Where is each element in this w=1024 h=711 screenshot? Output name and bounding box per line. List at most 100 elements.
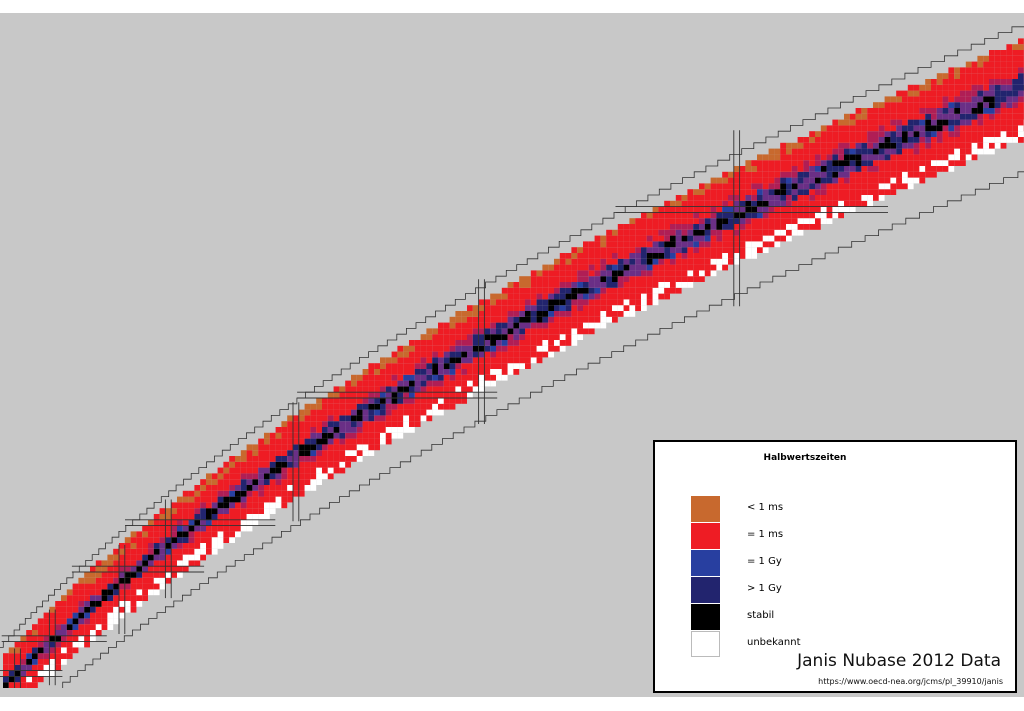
nuclide-cell [525, 334, 531, 340]
nuclide-cell [902, 148, 908, 155]
nuclide-cell [606, 299, 612, 306]
nuclide-cell [722, 183, 728, 190]
nuclide-cell [148, 572, 154, 578]
nuclide-cell [235, 525, 241, 532]
nuclide-cell [716, 212, 723, 219]
nuclide-cell [861, 195, 868, 201]
nuclide-cell [333, 403, 340, 410]
nuclide-cell [148, 583, 154, 590]
nuclide-cell [397, 369, 404, 375]
nuclide-cell [751, 166, 757, 172]
nuclide-cell [681, 258, 688, 265]
nuclide-cell [838, 206, 844, 213]
nuclide-cell [762, 171, 769, 178]
nuclide-cell [664, 264, 670, 271]
nuclide-cell [699, 218, 705, 224]
nuclide-cell [722, 258, 728, 265]
nuclide-cell [14, 664, 21, 671]
nuclide-cell [820, 195, 827, 201]
nuclide-cell [374, 380, 380, 387]
nuclide-cell [704, 218, 711, 224]
nuclide-cell [269, 508, 276, 514]
nuclide-cell [890, 166, 897, 172]
nuclide-cell [565, 287, 572, 294]
nuclide-cell [1006, 131, 1013, 137]
nuclide-cell [670, 200, 676, 207]
nuclide-cell [849, 183, 856, 190]
nuclide-cell [380, 369, 386, 375]
nuclide-cell [791, 171, 798, 178]
nuclide-cell [994, 90, 1001, 97]
nuclide-cell [925, 102, 931, 108]
nuclide-cell [919, 125, 926, 132]
nuclide-cell [333, 392, 340, 398]
nuclide-cell [954, 148, 960, 155]
nuclide-cell [55, 647, 61, 654]
nuclide-cell [327, 467, 334, 474]
nuclide-cell [182, 560, 189, 567]
nuclide-cell [1006, 90, 1013, 97]
nuclide-cell [559, 270, 566, 277]
nuclide-cell [501, 287, 508, 294]
nuclide-cell [240, 485, 247, 491]
nuclide-cell [264, 485, 270, 491]
nuclide-cell [960, 79, 966, 85]
nuclide-cell [467, 305, 473, 311]
nuclide-cell [641, 235, 647, 242]
nuclide-cell [554, 287, 560, 294]
nuclide-cell [478, 357, 485, 364]
nuclide-cell [699, 200, 705, 207]
nuclide-cell [815, 224, 821, 230]
nuclide-cell [994, 61, 1001, 68]
nuclide-cell [130, 572, 137, 578]
nuclide-cell [588, 270, 595, 277]
nuclide-cell [119, 577, 125, 584]
nuclide-cell [832, 131, 839, 137]
nuclide-cell [681, 253, 688, 259]
nuclide-cell [148, 577, 154, 584]
nuclide-cell [310, 461, 317, 468]
nuclide-cell [1018, 38, 1024, 45]
nuclide-cell [542, 316, 549, 323]
nuclide-cell [258, 485, 264, 491]
nuclide-cell [426, 340, 433, 346]
nuclide-cell [873, 177, 879, 184]
nuclide-cell [762, 195, 769, 201]
nuclide-cell [670, 253, 676, 259]
nuclide-cell [403, 386, 409, 393]
nuclide-cell [501, 351, 508, 358]
nuclide-cell [907, 166, 914, 172]
nuclide-cell [281, 485, 288, 491]
legend-entry: stabil [691, 604, 891, 630]
nuclide-cell [658, 264, 665, 271]
nuclide-cell [472, 351, 479, 358]
nuclide-cell [855, 113, 862, 120]
nuclide-cell [983, 96, 989, 103]
nuclide-cell [536, 293, 543, 300]
nuclide-cell [530, 311, 537, 317]
nuclide-cell [942, 142, 949, 149]
nuclide-cell [757, 166, 763, 172]
nuclide-cell [84, 624, 90, 630]
nuclide-cell [449, 392, 456, 398]
nuclide-cell [600, 293, 607, 300]
nuclide-cell [525, 299, 531, 306]
nuclide-cell [171, 508, 177, 514]
nuclide-cell [536, 345, 543, 352]
nuclide-cell [768, 241, 775, 248]
nuclide-cell [95, 606, 102, 613]
nuclide-cell [907, 142, 914, 149]
nuclide-cell [826, 189, 833, 195]
nuclide-cell [722, 206, 728, 213]
nuclide-cell [559, 293, 566, 300]
nuclide-cell [728, 183, 734, 190]
nuclide-cell [304, 438, 311, 445]
nuclide-cell [635, 282, 641, 288]
nuclide-cell [206, 543, 212, 549]
nuclide-cell [327, 450, 334, 456]
nuclide-cell [240, 461, 247, 468]
nuclide-cell [327, 456, 334, 462]
nuclide-cell [942, 108, 949, 114]
nuclide-cell [223, 473, 230, 480]
nuclide-cell [844, 148, 850, 155]
